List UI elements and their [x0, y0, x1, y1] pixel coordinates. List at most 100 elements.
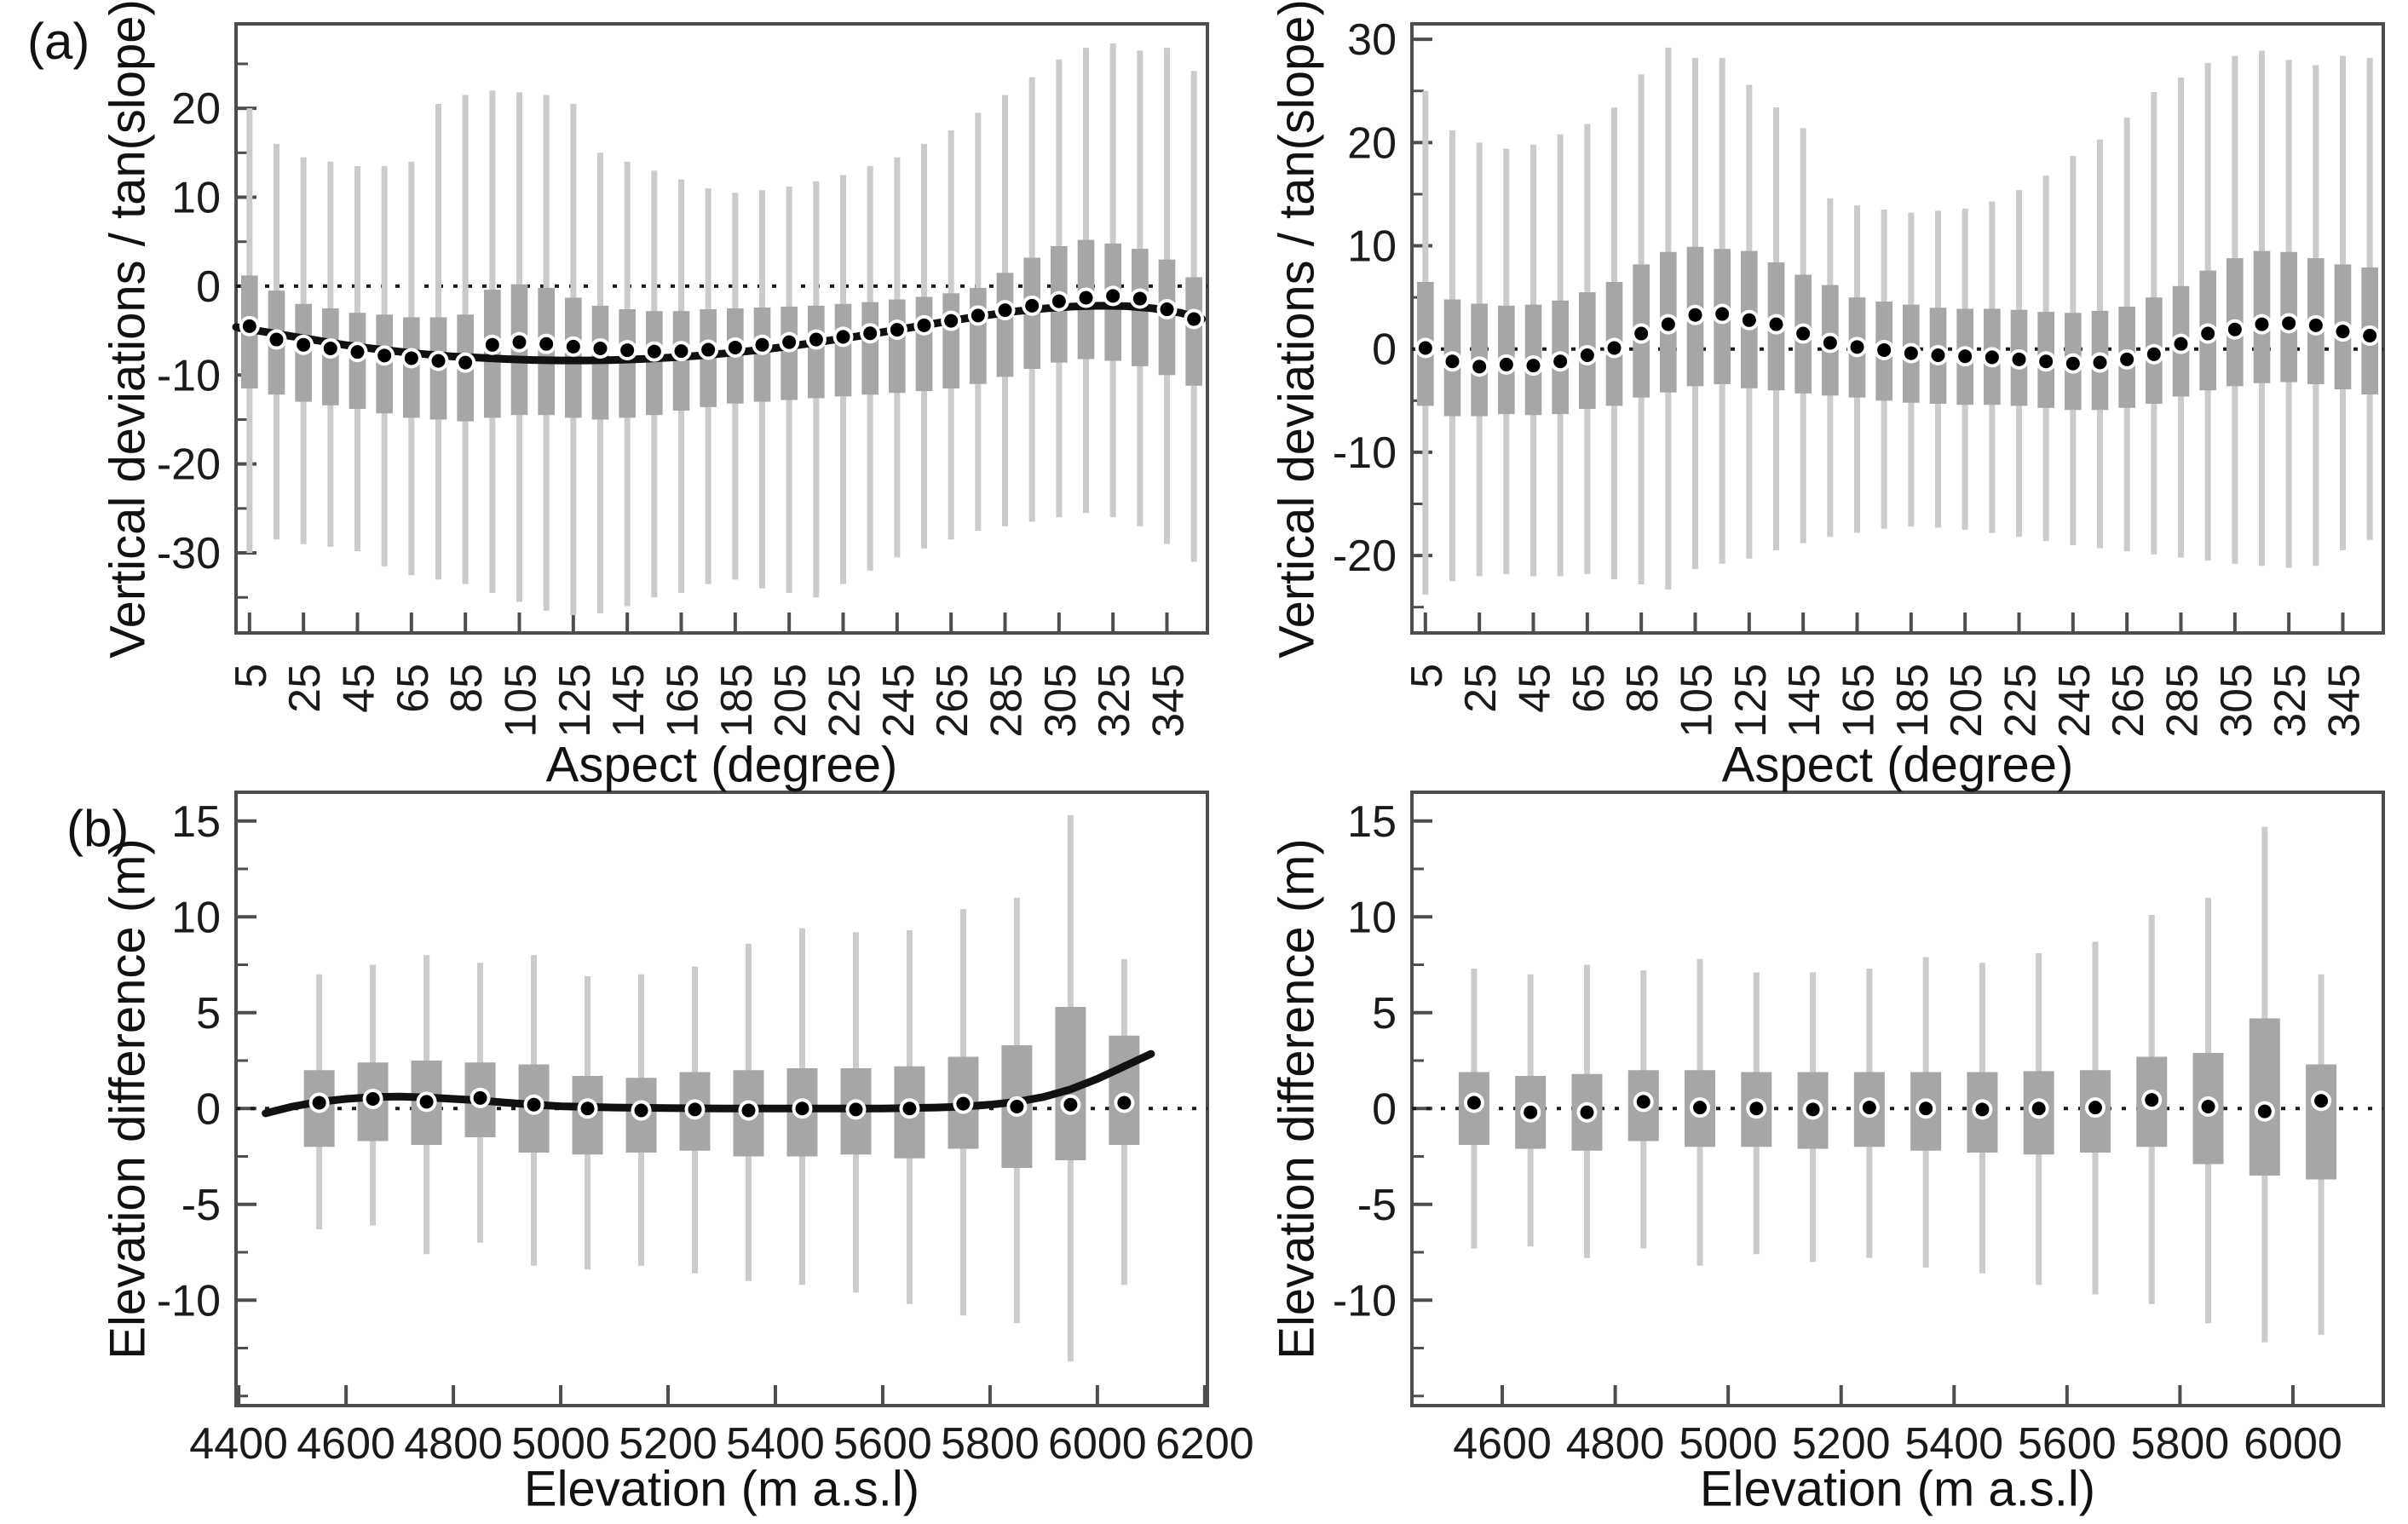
x-tick-label: 25 [280, 664, 330, 713]
y-axis-title-top-right: Vertical deviations / tan(slope) [1269, 0, 1325, 658]
median-dot [1418, 341, 1432, 355]
iqr-box [915, 296, 933, 392]
y-tick-label: -30 [157, 529, 221, 578]
median-dot [1850, 340, 1864, 354]
median-dot [890, 323, 904, 337]
median-dot [2282, 316, 2296, 331]
x-tick-label: 205 [1942, 664, 1991, 738]
x-tick-label: 185 [712, 664, 762, 738]
x-tick-label: 6000 [2244, 1419, 2342, 1469]
y-tick-label: 10 [171, 893, 221, 942]
median-dot [2336, 325, 2350, 339]
median-dot [527, 1097, 541, 1112]
median-dot [2120, 352, 2134, 366]
median-dot [2257, 1104, 2272, 1119]
x-tick-label: 5400 [1904, 1419, 2003, 1469]
trend-curve [232, 302, 1207, 365]
x-tick-label: 45 [335, 664, 384, 713]
median-dot [917, 318, 931, 332]
x-tick-label: 145 [604, 664, 654, 738]
median-dot [2363, 328, 2377, 342]
y-tick-label: 0 [1372, 1084, 1397, 1134]
median-dot [1063, 1097, 1078, 1112]
median-dot [755, 337, 769, 352]
median-dot [1445, 354, 1460, 369]
median-dot [2201, 326, 2215, 341]
median-dot [836, 330, 850, 344]
median-dot [431, 354, 446, 368]
x-tick-label: 4600 [297, 1419, 395, 1469]
median-dot [1931, 348, 1945, 363]
x-tick-label: 145 [1780, 664, 1829, 738]
plot-frame [234, 791, 1209, 1407]
median-dot [2093, 355, 2107, 370]
median-dot [2308, 318, 2323, 332]
x-tick-label: 85 [1618, 664, 1668, 713]
median-dot [312, 1096, 326, 1110]
median-dot [809, 332, 823, 347]
median-dot [1132, 291, 1147, 306]
median-dot [2146, 347, 2161, 361]
x-tick-label: 45 [1511, 664, 1560, 713]
median-dot [1769, 317, 1783, 331]
median-dot [944, 313, 959, 328]
median-dot [593, 341, 608, 355]
y-tick-label: -10 [1333, 1276, 1397, 1326]
x-tick-label: 4800 [1566, 1419, 1665, 1469]
x-axis-title-bottom-right: Elevation (m a.s.l) [1699, 1461, 2096, 1517]
x-tick-label: 25 [1456, 664, 1506, 713]
chart-elevation-boxplot-right: -10 -5 0 5 10 15 4600 4800 5000 5200 5400 5600 5800 6… [1333, 791, 2385, 1469]
median-dot [2227, 322, 2242, 336]
median-dot [2201, 1100, 2215, 1113]
median-dot [1580, 1105, 1594, 1119]
median-dot [473, 1090, 487, 1105]
x-tick-label: 305 [2212, 664, 2261, 738]
x-tick-label: 305 [1036, 664, 1086, 738]
median-dot [2088, 1101, 2102, 1115]
x-tick-label: 5200 [1792, 1419, 1891, 1469]
median-dot [2039, 354, 2054, 369]
panel-b-label: (b) [66, 800, 130, 857]
x-axis-title-bottom-left: Elevation (m a.s.l) [523, 1461, 920, 1517]
median-dot [297, 337, 311, 352]
median-dot [512, 335, 527, 349]
median-dot [956, 1096, 971, 1111]
median-dot [1079, 290, 1093, 305]
y-tick-label: -20 [157, 440, 221, 490]
x-tick-label: 5000 [1679, 1419, 1777, 1469]
median-dot [1499, 357, 1513, 371]
median-dot [1904, 346, 1918, 360]
median-dot [782, 335, 797, 349]
y-tick-label: -5 [181, 1181, 221, 1230]
median-dot [688, 1102, 702, 1117]
median-dot [728, 340, 742, 354]
median-dot [620, 343, 635, 358]
median-dot [1160, 302, 1174, 317]
iqr-box [1109, 1035, 1140, 1145]
y-tick-label: 0 [1372, 325, 1397, 375]
x-tick-label: 245 [2050, 664, 2100, 738]
median-dot [1187, 312, 1201, 326]
y-tick-label: 20 [1347, 118, 1397, 168]
median-dot [2255, 317, 2269, 331]
x-tick-label: 165 [1835, 664, 1884, 738]
median-dot [1742, 313, 1756, 327]
median-dot [1985, 350, 1999, 365]
median-dot [458, 355, 473, 370]
median-dot [1025, 298, 1040, 313]
median-dot [902, 1101, 917, 1116]
x-tick-label: 4800 [404, 1419, 503, 1469]
x-tick-label: 6200 [1155, 1419, 1254, 1469]
iqr-box [889, 299, 906, 394]
median-dot [971, 308, 985, 323]
median-dot [1634, 326, 1649, 341]
y-axis-title-bottom-left: Elevation difference (m) [100, 838, 156, 1360]
x-tick-label: 185 [1888, 664, 1938, 738]
median-dot [366, 1092, 380, 1106]
y-tick-label: 5 [1372, 989, 1397, 1038]
median-dot [2174, 336, 2188, 351]
median-dot [1607, 341, 1622, 355]
